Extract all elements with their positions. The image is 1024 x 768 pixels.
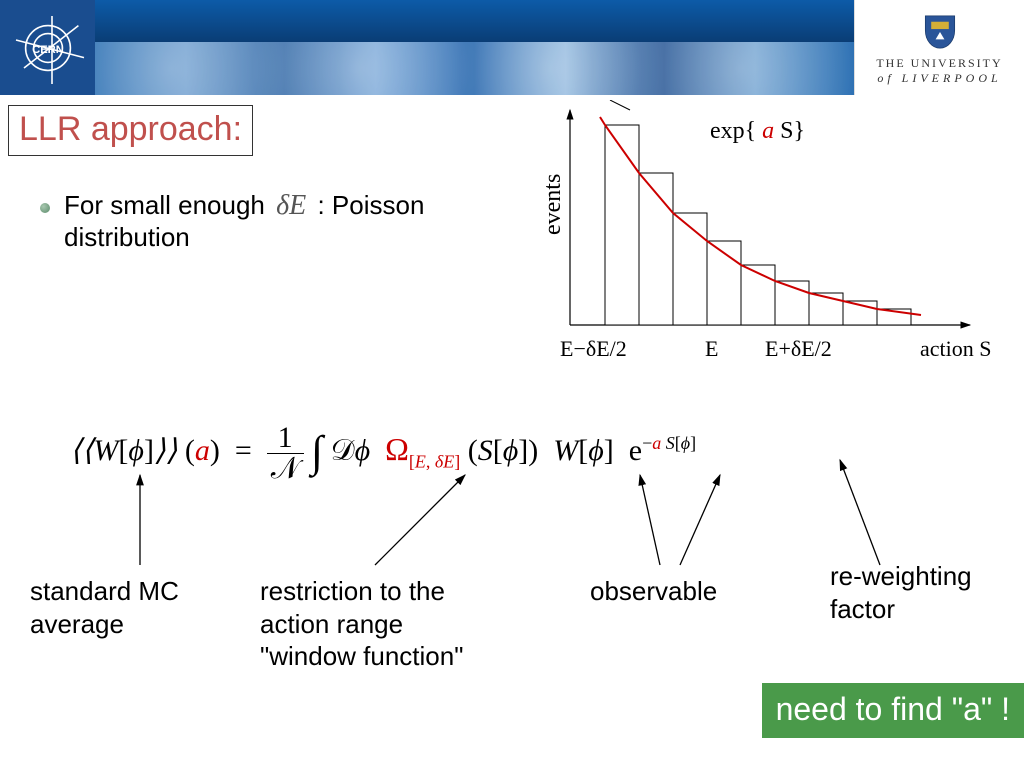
annotation-observable: observable — [590, 575, 717, 608]
annotation-std-mc: standard MCaverage — [30, 575, 179, 640]
annotation-arrows — [0, 0, 1024, 768]
need-to-find-a-box: need to find "a" ! — [762, 683, 1024, 738]
annotation-reweight: re-weightingfactor — [830, 560, 972, 625]
annotation-restriction: restriction to theaction range"window fu… — [260, 575, 463, 673]
